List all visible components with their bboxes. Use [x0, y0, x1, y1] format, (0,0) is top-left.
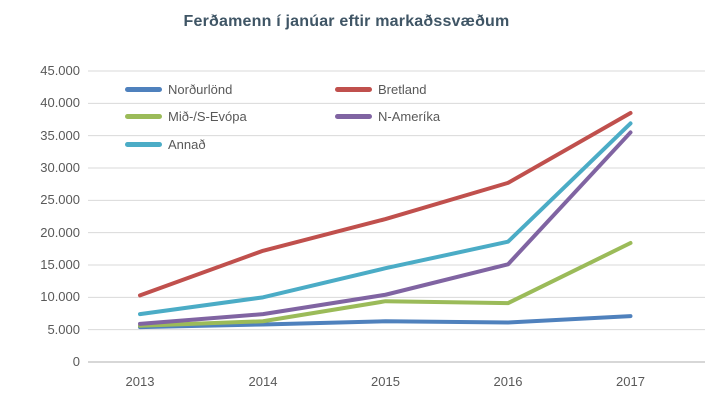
series-line-mi-s-ev-pa — [138, 241, 633, 328]
y-tick-label: 15.000 — [40, 257, 80, 272]
legend-item-mi-s-ev-pa: Mið-/S-Evópa — [125, 108, 247, 124]
legend-swatch-icon — [335, 113, 372, 119]
x-tick-label: 2017 — [616, 374, 645, 389]
legend-item-anna-: Annað — [125, 136, 206, 152]
x-tick-label: 2016 — [493, 374, 523, 389]
y-tick-label: 0 — [72, 354, 80, 369]
series-line-n-amer-ka — [138, 130, 633, 326]
legend-swatch-icon — [125, 141, 162, 147]
y-tick-label: 35.000 — [40, 127, 80, 143]
legend-item-n-amer-ka: N-Ameríka — [335, 108, 440, 124]
chart-title: Ferðamenn í janúar eftir markaðssvæðum — [183, 13, 510, 30]
y-tick-label: 30.000 — [40, 160, 80, 175]
series-line-anna- — [138, 121, 633, 317]
legend-label: Mið-/S-Evópa — [168, 108, 247, 124]
series-line-nor-url-nd — [138, 314, 633, 330]
legend-label: Norðurlönd — [168, 81, 233, 97]
legend-swatch-icon — [125, 113, 162, 119]
y-tick-label: 10.000 — [40, 289, 80, 305]
legend-swatch-icon — [335, 86, 372, 92]
legend-swatch-icon — [125, 86, 162, 92]
y-tick-label: 5.000 — [47, 321, 80, 337]
x-tick-label: 2015 — [371, 374, 400, 389]
y-tick-label: 20.000 — [40, 224, 80, 240]
x-tick-label: 2014 — [248, 374, 278, 389]
legend-label: N-Ameríka — [378, 108, 441, 124]
legend-item-nor-url-nd: Norðurlönd — [125, 81, 232, 97]
series-line-bretland — [138, 111, 633, 298]
legend-label: Bretland — [378, 81, 427, 97]
legend-label: Annað — [168, 136, 206, 152]
legend-item-bretland: Bretland — [335, 81, 426, 97]
x-tick-label: 2013 — [125, 374, 155, 389]
y-tick-label: 25.000 — [40, 192, 80, 208]
y-tick-label: 45.000 — [40, 63, 80, 78]
y-tick-label: 40.000 — [40, 95, 80, 111]
